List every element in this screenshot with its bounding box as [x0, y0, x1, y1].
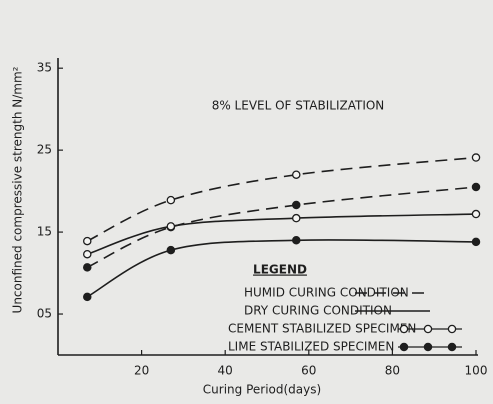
legend-marker: [399, 324, 409, 334]
y-axis-label: Unconfined compressive strength N/mm²: [11, 66, 25, 313]
data-point: [83, 249, 92, 259]
data-point: [83, 236, 92, 246]
x-tick-label: 20: [134, 364, 149, 378]
legend-marker: [447, 324, 457, 334]
data-point: [471, 237, 481, 247]
x-axis-label: Curing Period(days): [203, 383, 321, 397]
data-point: [166, 222, 176, 231]
data-point: [166, 245, 176, 255]
legend-marker: [423, 324, 433, 334]
data-point: [292, 236, 301, 245]
annotation: 8% LEVEL OF STABILIZATION: [212, 99, 385, 113]
series-line: [86, 186, 477, 269]
y-tick-label: 25: [37, 143, 52, 157]
data-point: [471, 209, 481, 219]
series-line: [86, 239, 477, 298]
legend-marker: [399, 342, 409, 352]
y-tick-label: 15: [37, 225, 52, 239]
y-tick-label: 35: [37, 61, 52, 75]
series-line: [87, 213, 477, 255]
legend-label: HUMID CURING CONDITION: [244, 286, 409, 300]
data-point: [166, 195, 176, 205]
legend-marker: [423, 342, 433, 352]
data-point: [292, 213, 301, 223]
data-point: [292, 170, 301, 179]
data-point: [471, 153, 481, 162]
legend-marker: [447, 342, 457, 352]
x-tick-label: 80: [385, 364, 400, 378]
series-line: [86, 156, 477, 242]
data-point: [83, 292, 92, 302]
y-tick-label: 05: [37, 307, 52, 321]
legend-title: LEGEND: [253, 263, 307, 277]
data-point: [292, 200, 301, 210]
x-tick-label: 60: [301, 364, 316, 378]
legend-label: DRY CURING CONDITION: [244, 304, 392, 318]
data-point: [471, 182, 481, 192]
data-point: [83, 263, 92, 272]
x-tick-label: 100: [465, 364, 488, 378]
legend-label: CEMENT STABILIZED SPECIMEN: [228, 322, 416, 336]
x-tick-label: 40: [218, 364, 233, 378]
legend-label: LIME STABILIZED SPECIMEN: [228, 340, 394, 354]
